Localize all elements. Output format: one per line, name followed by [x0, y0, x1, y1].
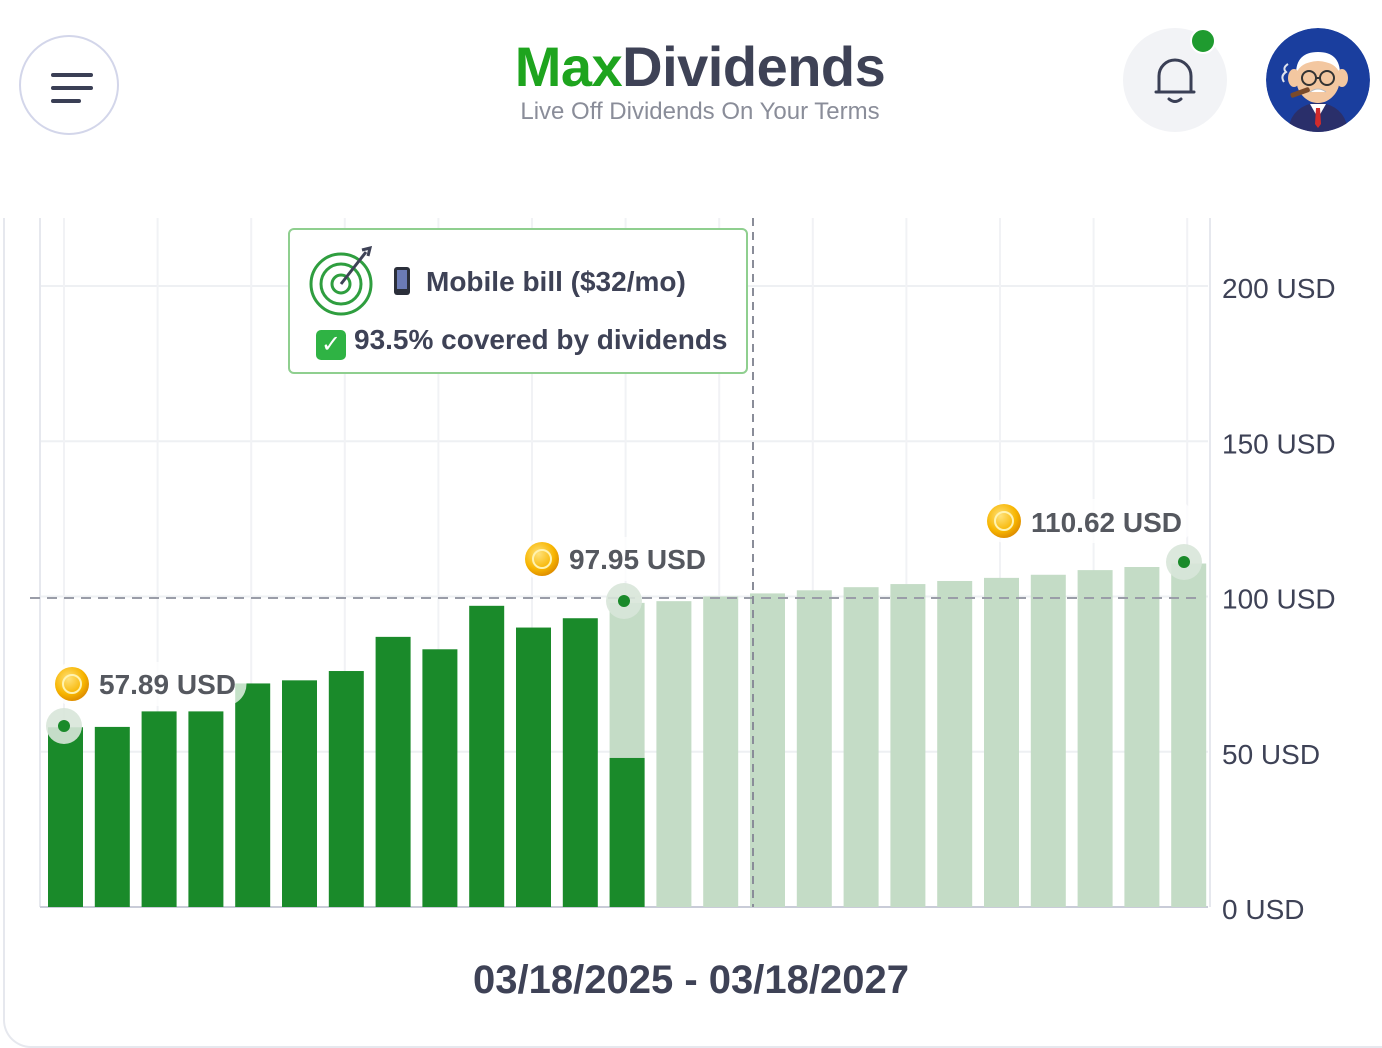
bar-projected — [937, 580, 973, 907]
bar-actual — [469, 605, 505, 907]
chart-bars — [48, 563, 1207, 907]
goal-coverage-text: 93.5% covered by dividends — [354, 324, 728, 355]
target-icon — [309, 246, 373, 316]
chart-overlay: 57.89 USD 97.95 USD 110.62 USD — [30, 218, 1202, 907]
bar-projected — [750, 593, 785, 907]
bar-actual — [609, 757, 645, 907]
y-tick-label: 150 USD — [1222, 428, 1336, 459]
bar-projected — [656, 601, 692, 907]
y-tick-label: 50 USD — [1222, 739, 1320, 770]
bar-actual — [422, 649, 458, 907]
avatar-icon — [1266, 28, 1370, 132]
hamburger-menu-icon — [51, 73, 93, 77]
bar-projected — [796, 590, 832, 907]
y-axis: 200 USD 150 USD 100 USD 50 USD 0 USD — [1222, 273, 1336, 925]
gold-coin-icon-ring — [532, 549, 552, 569]
bar-projected — [843, 587, 879, 907]
hamburger-menu-icon-line — [51, 86, 93, 90]
gold-coin-icon — [987, 504, 1021, 538]
bar-actual — [141, 711, 177, 907]
menu-button[interactable] — [19, 35, 119, 135]
annotation-background — [52, 662, 247, 706]
bar-actual — [516, 627, 551, 907]
data-point-marker — [1178, 556, 1190, 568]
data-point-label: 57.89 USD — [99, 669, 236, 700]
goal-label-text: Mobile bill ($32/mo) — [426, 266, 686, 297]
logo-text-max: Max — [514, 35, 623, 98]
bar-projected — [890, 584, 926, 907]
bell-icon — [1154, 58, 1196, 103]
bar-actual — [328, 671, 364, 907]
bar-projected — [1171, 563, 1207, 907]
gold-coin-icon-ring — [994, 511, 1014, 531]
brand-logo[interactable]: MaxDividends Live Off Dividends On Your … — [480, 36, 920, 126]
dividend-chart: 200 USD 150 USD 100 USD 50 USD 0 USD 57.89 U… — [30, 218, 1336, 925]
bar-actual — [282, 680, 317, 907]
mobile-phone-icon — [394, 267, 410, 295]
data-point-label: 110.62 USD — [1031, 507, 1182, 538]
hamburger-menu-icon-line — [51, 99, 81, 103]
notification-indicator — [1190, 28, 1216, 54]
check-box-icon: ✓ — [316, 330, 346, 360]
bar-projected — [703, 596, 739, 907]
annotation-background — [522, 537, 717, 581]
goal-label: Mobile bill ($32/mo) — [394, 266, 686, 298]
bar-projected — [1124, 567, 1160, 907]
y-tick-label: 200 USD — [1222, 273, 1336, 304]
bar-projected — [984, 577, 1019, 907]
y-tick-label: 100 USD — [1222, 584, 1336, 615]
bar-actual — [375, 636, 411, 907]
bar-actual — [235, 683, 271, 907]
logo-tagline: Live Off Dividends On Your Terms — [520, 98, 880, 125]
bar-actual — [94, 726, 130, 907]
bar-actual — [188, 711, 224, 907]
goal-coverage: ✓ 93.5% covered by dividends — [316, 324, 728, 360]
gold-coin-icon-ring — [62, 674, 82, 694]
annotation-background — [984, 499, 1194, 543]
gold-coin-icon — [525, 542, 559, 576]
data-point-marker — [618, 595, 630, 607]
data-point-marker — [58, 720, 70, 732]
user-avatar[interactable] — [1266, 28, 1370, 132]
data-point-label: 97.95 USD — [569, 544, 706, 575]
date-range-label[interactable]: 03/18/2025 - 03/18/2027 — [473, 958, 909, 1002]
bar-projected — [1077, 570, 1113, 907]
bar-actual — [562, 618, 598, 907]
app-header: MaxDividends Live Off Dividends On Your … — [0, 0, 1382, 180]
gold-coin-icon — [55, 667, 89, 701]
bar-actual — [48, 727, 83, 907]
bar-projected — [1030, 574, 1066, 907]
y-tick-label: 0 USD — [1222, 894, 1304, 925]
logo-text-dividends: Dividends — [622, 35, 886, 98]
goal-tooltip: Mobile bill ($32/mo) ✓ 93.5% covered by d… — [288, 228, 748, 374]
